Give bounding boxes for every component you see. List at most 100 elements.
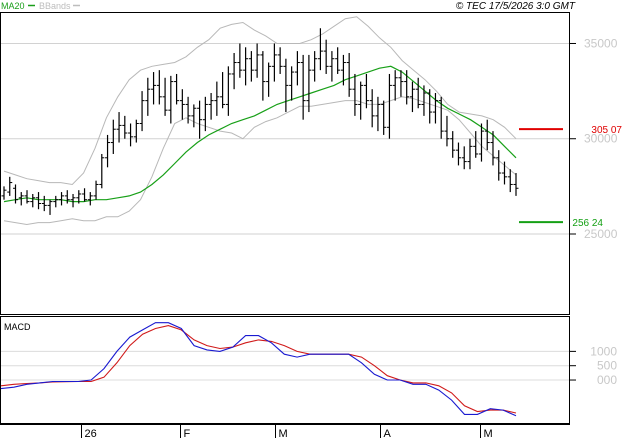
ohlc-bar <box>18 192 24 206</box>
ohlc-bar <box>87 192 93 206</box>
ohlc-bar <box>363 73 369 109</box>
ohlc-bar <box>47 199 53 215</box>
ohlc-bar <box>317 28 323 71</box>
ohlc-bar <box>133 119 139 143</box>
ohlc-bar <box>415 77 421 109</box>
legend-bbands: BBands <box>39 1 71 11</box>
ohlc-bar <box>70 193 76 208</box>
ohlc-bar <box>340 54 346 86</box>
ohlc-bar <box>7 176 13 196</box>
ohlc-bar <box>271 43 277 82</box>
ohlc-bar <box>455 142 461 166</box>
ohlc-bar <box>99 153 105 189</box>
x-tick-label: M <box>484 428 493 440</box>
ohlc-bar <box>473 131 479 158</box>
bollinger-bands <box>3 16 517 226</box>
ohlc-bar <box>260 51 266 101</box>
ohlc-bar <box>289 66 295 101</box>
ohlc-bar <box>312 51 318 82</box>
ohlc-bar <box>179 89 185 120</box>
ohlc-bar <box>329 51 335 82</box>
ohlc-bar <box>254 43 260 78</box>
macd-title: MACD <box>4 322 31 332</box>
ohlc-bar <box>116 112 122 143</box>
ohlc-bar <box>110 119 116 154</box>
bbands-upper-line <box>3 16 517 186</box>
macd-y-tick-label: 000 <box>597 373 617 387</box>
macd-signal-line <box>0 325 517 414</box>
ohlc-bar <box>41 195 47 212</box>
ohlc-bar <box>53 195 59 208</box>
ohlc-bar <box>398 70 404 97</box>
resistance-label: 305 07 <box>591 125 622 136</box>
ohlc-bar <box>214 81 220 116</box>
ohlc-bar <box>283 58 289 113</box>
ohlc-bar <box>225 66 231 116</box>
ohlc-bar <box>513 173 519 196</box>
ohlc-bar <box>369 89 375 128</box>
ohlc-bar <box>421 85 427 116</box>
ohlc-bar <box>76 190 82 204</box>
ohlc-bar <box>82 188 88 202</box>
ohlc-bar <box>266 62 272 97</box>
price-y-tick-label: 30000 <box>584 132 618 146</box>
x-tick-label: 26 <box>85 428 97 440</box>
copyright-notice: © TEC 17/5/2026 3:0 GMT <box>456 1 576 12</box>
ohlc-bar <box>13 184 19 204</box>
ohlc-bar <box>237 43 243 78</box>
price-panel-frame <box>0 12 570 315</box>
ohlc-bar <box>105 134 111 168</box>
x-tick-label: F <box>184 428 191 440</box>
ohlc-bar <box>404 70 410 105</box>
macd-lines <box>0 322 517 417</box>
ohlc-bar <box>409 81 415 113</box>
support-label: 256 24 <box>572 218 603 229</box>
ohlc-bar <box>162 77 168 116</box>
ohlc-bar <box>461 146 467 170</box>
ohlc-bar <box>122 115 128 139</box>
ohlc-bar <box>346 53 352 97</box>
ohlc-bar <box>151 72 157 105</box>
ohlc-bar <box>277 47 283 74</box>
ohlc-bar <box>501 161 507 185</box>
ma20-line <box>3 65 517 203</box>
ohlc-bar <box>93 180 99 200</box>
ohlc-bar <box>208 93 214 120</box>
ohlc-bar <box>185 96 191 124</box>
ohlc-bar <box>427 89 433 124</box>
ohlc-bar <box>294 51 300 86</box>
price-bars <box>1 28 519 215</box>
ohlc-bar <box>202 96 208 132</box>
ohlc-bar <box>484 119 490 151</box>
ohlc-bar <box>59 192 65 206</box>
macd-panel-frame <box>0 316 570 424</box>
ohlc-bar <box>36 192 42 210</box>
ohlc-bar <box>444 115 450 147</box>
ohlc-bar <box>467 138 473 170</box>
ohlc-bar <box>381 100 387 135</box>
ohlc-bar <box>174 73 180 105</box>
ohlc-bar <box>197 100 203 139</box>
price-y-tick-label: 25000 <box>584 227 618 241</box>
ma20-layer <box>3 65 517 203</box>
ohlc-bar <box>168 75 174 124</box>
ohlc-bar <box>438 96 444 139</box>
ohlc-bar <box>64 190 70 204</box>
ohlc-bar <box>248 51 254 82</box>
ohlc-bar <box>323 39 329 74</box>
ohlc-bar <box>156 70 162 105</box>
legend-ma20: MA20 <box>1 1 25 11</box>
price-levels: 305 07 256 24 <box>519 125 622 229</box>
ohlc-bar <box>335 47 341 74</box>
ohlc-bar <box>432 93 438 124</box>
x-tick-label: A <box>384 428 392 440</box>
ohlc-bar <box>191 104 197 128</box>
ohlc-bar <box>392 70 398 101</box>
bbands-lower-line <box>3 96 517 226</box>
x-tick-label: M <box>279 428 288 440</box>
ohlc-bar <box>145 77 151 116</box>
x-axis-ticks: 26 F M A M <box>81 424 493 440</box>
ohlc-bar <box>450 131 456 158</box>
